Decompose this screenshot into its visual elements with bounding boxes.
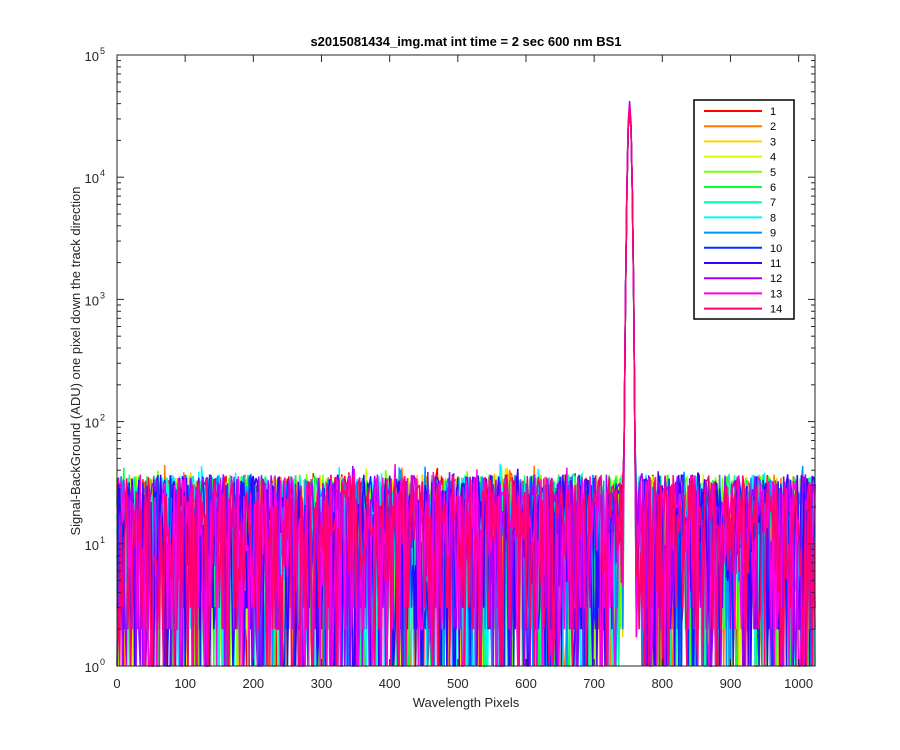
x-tick-label: 100 [174,676,196,691]
y-tick-label: 10 [85,660,99,675]
x-tick-label: 200 [242,676,264,691]
legend-label-10: 10 [770,243,782,255]
y-tick-label: 10 [85,171,99,186]
legend-label-9: 9 [770,228,776,240]
y-tick-label: 10 [85,49,99,64]
x-tick-label: 900 [720,676,742,691]
legend-label-8: 8 [770,212,776,224]
legend-label-12: 12 [770,273,782,285]
legend-label-5: 5 [770,167,776,179]
legend-label-13: 13 [770,288,782,300]
x-tick-label: 600 [515,676,537,691]
plot-lines [116,100,816,667]
legend-label-4: 4 [770,152,776,164]
x-tick-label: 800 [651,676,673,691]
x-tick-label: 400 [379,676,401,691]
y-tick-label: 10 [85,538,99,553]
y-tick-label: 10 [85,416,99,431]
x-tick-label: 0 [113,676,120,691]
legend-label-2: 2 [770,121,776,133]
x-tick-label: 500 [447,676,469,691]
legend-label-11: 11 [770,258,781,270]
x-tick-label: 1000 [784,676,813,691]
legend-label-6: 6 [770,182,776,194]
y-tick-exponent: 4 [100,168,105,178]
legend-label-3: 3 [770,136,776,148]
legend-label-7: 7 [770,197,776,209]
x-tick-label: 700 [583,676,605,691]
x-tick-label: 300 [311,676,333,691]
legend-label-14: 14 [770,304,782,316]
legend-label-1: 1 [770,106,776,118]
y-tick-exponent: 1 [100,535,105,545]
chart-title: s2015081434_img.mat int time = 2 sec 600… [310,34,621,49]
y-tick-exponent: 2 [100,413,105,423]
y-axis-label: Signal-BackGround (ADU) one pixel down t… [68,186,83,535]
y-tick-label: 10 [85,293,99,308]
plot-frame [116,54,816,667]
y-tick-exponent: 0 [100,657,105,667]
x-axis-label: Wavelength Pixels [413,695,520,710]
series-line-14 [116,106,816,667]
y-tick-exponent: 5 [100,46,105,56]
y-tick-exponent: 3 [100,290,105,300]
legend-box [693,99,795,320]
